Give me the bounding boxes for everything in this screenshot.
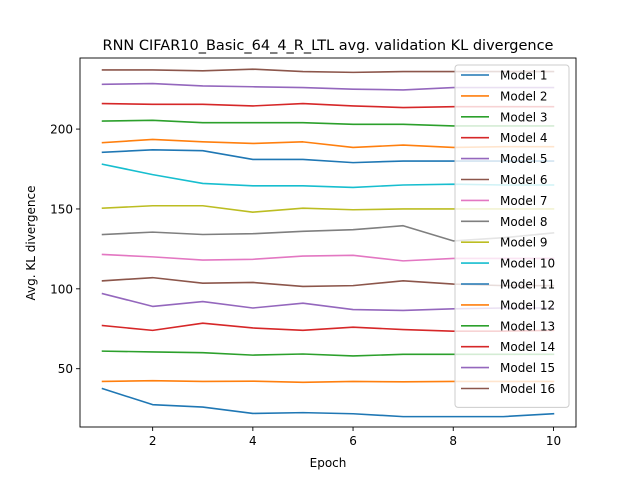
legend-label-model-13: Model 13 bbox=[500, 319, 555, 333]
legend-box bbox=[454, 64, 570, 408]
legend-label-model-12: Model 12 bbox=[500, 298, 555, 312]
legend-label-model-8: Model 8 bbox=[500, 215, 547, 229]
legend-label-model-3: Model 3 bbox=[500, 110, 547, 124]
x-tick-label: 8 bbox=[449, 434, 457, 448]
series-line-model-1 bbox=[101, 387, 555, 418]
y-tick-label: 200 bbox=[50, 123, 73, 137]
axes-layer: 2 4 6 8 10 50 100 150 200 bbox=[50, 57, 577, 448]
y-axis-label: Avg. KL divergence bbox=[24, 186, 38, 301]
x-axis-label: Epoch bbox=[310, 456, 347, 470]
y-tick-label: 150 bbox=[50, 202, 73, 216]
y-tick-label: 50 bbox=[58, 362, 73, 376]
legend-label-model-7: Model 7 bbox=[500, 194, 547, 208]
x-tick-label: 4 bbox=[249, 434, 257, 448]
legend-label-model-16: Model 16 bbox=[500, 382, 555, 396]
y-tick-label: 100 bbox=[50, 282, 73, 296]
legend-label-model-15: Model 15 bbox=[500, 361, 555, 375]
legend-label-model-6: Model 6 bbox=[500, 173, 547, 187]
x-tick-label: 2 bbox=[149, 434, 157, 448]
legend-label-model-14: Model 14 bbox=[500, 340, 555, 354]
legend-label-model-4: Model 4 bbox=[500, 131, 547, 145]
plot-frame bbox=[79, 57, 577, 428]
legend-label-model-2: Model 2 bbox=[500, 89, 547, 103]
legend-label-model-9: Model 9 bbox=[500, 236, 547, 250]
legend-label-model-1: Model 1 bbox=[500, 69, 547, 83]
legend-label-model-10: Model 10 bbox=[500, 257, 555, 271]
legend: Model 1 Model 2 Model 3 Model 4 Model 5 Model… bbox=[454, 64, 570, 408]
x-tick-label: 6 bbox=[349, 434, 357, 448]
legend-label-model-11: Model 11 bbox=[500, 278, 555, 292]
x-tick-label: 10 bbox=[546, 434, 561, 448]
chart-title: RNN CIFAR10_Basic_64_4_R_LTL avg. valida… bbox=[103, 38, 554, 54]
legend-label-model-5: Model 5 bbox=[500, 152, 547, 166]
